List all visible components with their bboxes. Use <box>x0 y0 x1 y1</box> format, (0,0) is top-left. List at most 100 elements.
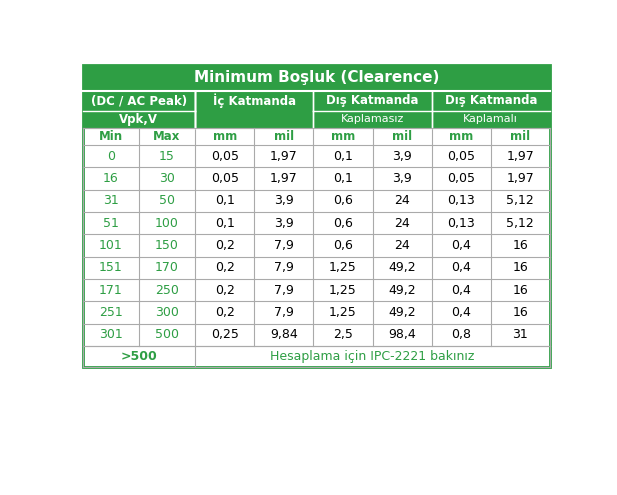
Text: 0,05: 0,05 <box>211 149 239 162</box>
Text: 3,9: 3,9 <box>274 194 294 207</box>
Text: 24: 24 <box>394 194 410 207</box>
Text: 170: 170 <box>155 261 179 274</box>
Bar <box>491 128 550 145</box>
Text: 31: 31 <box>513 328 528 341</box>
Text: 0,2: 0,2 <box>215 239 234 252</box>
Text: 16: 16 <box>513 284 528 297</box>
Text: mil: mil <box>392 130 412 143</box>
Text: 5,12: 5,12 <box>507 194 534 207</box>
Bar <box>83 301 550 324</box>
Text: 150: 150 <box>155 239 179 252</box>
Text: 2,5: 2,5 <box>333 328 353 341</box>
Text: Vpk,V: Vpk,V <box>119 113 159 126</box>
Bar <box>313 91 432 111</box>
Bar <box>83 111 195 128</box>
Text: 30: 30 <box>159 172 175 185</box>
Text: 100: 100 <box>155 216 179 230</box>
Text: 3,9: 3,9 <box>392 149 412 162</box>
Bar <box>83 190 550 212</box>
Text: 16: 16 <box>513 261 528 274</box>
Text: Min: Min <box>99 130 123 143</box>
Text: 24: 24 <box>394 239 410 252</box>
Text: Max: Max <box>153 130 181 143</box>
Text: 0,4: 0,4 <box>451 284 471 297</box>
Text: 0,1: 0,1 <box>215 216 234 230</box>
Bar <box>432 91 550 111</box>
Text: 1,97: 1,97 <box>270 172 298 185</box>
Text: 101: 101 <box>99 239 123 252</box>
Text: 1,25: 1,25 <box>329 306 357 319</box>
Text: 98,4: 98,4 <box>388 328 416 341</box>
Text: 0,1: 0,1 <box>333 149 353 162</box>
Bar <box>83 279 550 301</box>
Text: 3,9: 3,9 <box>392 172 412 185</box>
Text: 49,2: 49,2 <box>388 284 416 297</box>
Text: 0,4: 0,4 <box>451 306 471 319</box>
Text: 16: 16 <box>103 172 118 185</box>
Text: 0,05: 0,05 <box>447 172 475 185</box>
Text: 0,6: 0,6 <box>333 239 353 252</box>
Bar <box>83 234 550 256</box>
Bar <box>432 111 550 128</box>
Text: 0,25: 0,25 <box>211 328 239 341</box>
Text: 0,05: 0,05 <box>447 149 475 162</box>
Bar <box>139 128 195 145</box>
Text: 171: 171 <box>99 284 123 297</box>
Text: mm: mm <box>331 130 355 143</box>
Text: 0,13: 0,13 <box>447 194 475 207</box>
Text: 251: 251 <box>99 306 123 319</box>
Text: 151: 151 <box>99 261 123 274</box>
Text: 0,4: 0,4 <box>451 261 471 274</box>
Text: 0,6: 0,6 <box>333 194 353 207</box>
Text: 250: 250 <box>155 284 179 297</box>
Bar <box>195 111 313 128</box>
Text: 0,1: 0,1 <box>215 194 234 207</box>
Text: mm: mm <box>213 130 237 143</box>
Text: 7,9: 7,9 <box>274 306 294 319</box>
Bar <box>195 128 254 145</box>
Bar <box>254 128 313 145</box>
Text: 1,25: 1,25 <box>329 261 357 274</box>
Text: 0,2: 0,2 <box>215 261 234 274</box>
Text: Minimum Boşluk (Clearence): Minimum Boşluk (Clearence) <box>194 70 439 85</box>
Bar <box>83 65 550 367</box>
Text: 7,9: 7,9 <box>274 284 294 297</box>
Text: 500: 500 <box>155 328 179 341</box>
Text: 1,97: 1,97 <box>507 172 534 185</box>
Text: Dış Katmanda: Dış Katmanda <box>444 95 537 107</box>
Bar <box>195 346 550 367</box>
Text: 0: 0 <box>107 149 115 162</box>
Text: 15: 15 <box>159 149 175 162</box>
Bar <box>83 91 195 111</box>
Text: 5,12: 5,12 <box>507 216 534 230</box>
Bar <box>83 346 195 367</box>
Bar <box>373 128 432 145</box>
Text: >500: >500 <box>120 350 157 363</box>
Text: 0,4: 0,4 <box>451 239 471 252</box>
Text: mil: mil <box>274 130 294 143</box>
Bar <box>83 65 550 91</box>
Text: 24: 24 <box>394 216 410 230</box>
Text: 51: 51 <box>103 216 118 230</box>
Bar <box>83 256 550 279</box>
Text: 0,6: 0,6 <box>333 216 353 230</box>
Text: 1,25: 1,25 <box>329 284 357 297</box>
Text: 49,2: 49,2 <box>388 261 416 274</box>
Text: Kaplamasız: Kaplamasız <box>341 114 404 124</box>
Bar <box>313 128 373 145</box>
Bar <box>313 111 432 128</box>
Text: 1,97: 1,97 <box>507 149 534 162</box>
Text: 0,1: 0,1 <box>333 172 353 185</box>
Text: 16: 16 <box>513 239 528 252</box>
Text: 0,2: 0,2 <box>215 284 234 297</box>
Bar <box>195 91 313 111</box>
Text: 49,2: 49,2 <box>388 306 416 319</box>
Text: 31: 31 <box>103 194 118 207</box>
Text: 301: 301 <box>99 328 123 341</box>
Bar <box>83 167 550 190</box>
Text: 0,13: 0,13 <box>447 216 475 230</box>
Text: İç Katmanda: İç Katmanda <box>213 94 296 108</box>
Text: 1,97: 1,97 <box>270 149 298 162</box>
Bar <box>83 145 550 167</box>
Text: 9,84: 9,84 <box>270 328 298 341</box>
